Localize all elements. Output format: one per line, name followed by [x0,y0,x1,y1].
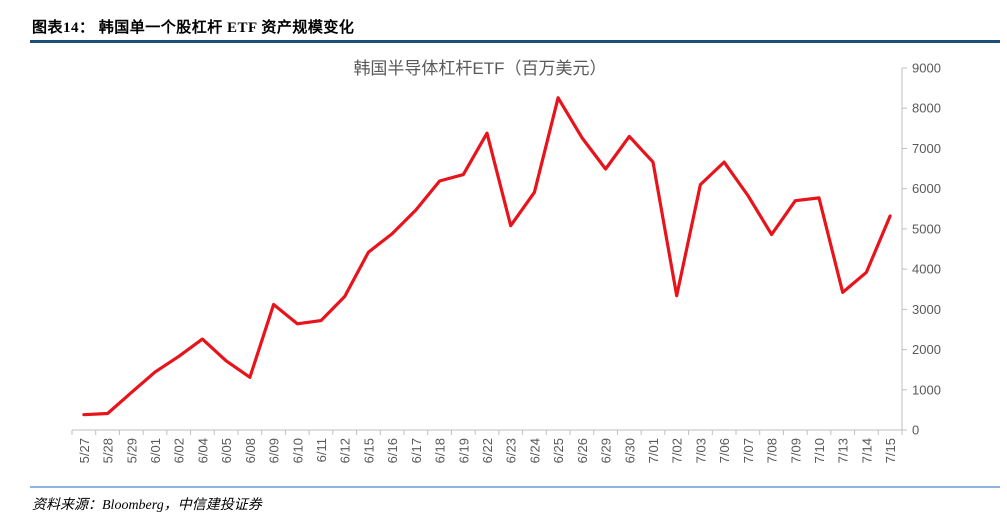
y-tick-label: 1000 [912,382,941,397]
x-tick-label: 6/30 [622,438,637,463]
data-point [343,295,346,298]
x-tick-label: 7/06 [717,438,732,463]
header-rule [30,40,1000,43]
y-tick-label: 9000 [912,61,941,76]
y-tick-label: 8000 [912,101,941,116]
x-tick-label: 6/25 [551,438,566,463]
x-tick-label: 6/24 [527,438,542,463]
x-tick-label: 6/29 [599,438,614,463]
data-point [154,371,157,374]
x-tick-label: 6/16 [385,438,400,463]
x-tick-label: 6/19 [456,438,471,463]
x-tick-label: 7/01 [646,438,661,463]
data-point [794,199,797,202]
data-point [367,251,370,254]
x-tick-label: 5/28 [101,438,116,463]
figure-caption: 图表14： 韩国单一个股杠杆 ETF 资产规模变化 [32,20,355,36]
data-point [557,96,560,99]
x-tick-label: 6/12 [338,438,353,463]
data-point [82,413,85,416]
data-point [841,291,844,294]
data-point [675,294,678,297]
data-point [746,194,749,197]
y-tick-label: 2000 [912,342,941,357]
data-point [296,322,299,325]
y-tick-label: 6000 [912,181,941,196]
data-point [533,191,536,194]
x-tick-label: 6/18 [433,438,448,463]
x-tick-label: 5/27 [77,438,92,463]
data-point [201,338,204,341]
data-point [604,167,607,170]
x-tick-label: 6/23 [504,438,519,463]
x-tick-label: 5/29 [124,438,139,463]
data-point [699,183,702,186]
x-tick-label: 6/15 [361,438,376,463]
y-tick-label: 4000 [912,262,941,277]
x-tick-label: 6/08 [243,438,258,463]
x-tick-label: 7/07 [741,438,756,463]
x-tick-label: 6/02 [172,438,187,463]
data-point [723,161,726,164]
chart-title: 韩国半导体杠杆ETF（百万美元） [353,59,607,78]
series-line [82,96,892,417]
data-point [130,391,133,394]
x-tick-label: 7/08 [765,438,780,463]
data-point [509,224,512,227]
data-point [225,359,228,362]
data-point [320,319,323,322]
source-note: 资料来源：Bloomberg，中信建投证券 [32,498,262,513]
x-tick-label: 6/26 [575,438,590,463]
x-tick-label: 6/05 [219,438,234,463]
data-point [770,233,773,236]
x-tick-label: 6/10 [290,438,305,463]
x-tick-label: 7/13 [836,438,851,463]
x-tick-label: 6/22 [480,438,495,463]
data-point [865,271,868,274]
y-tick-label: 0 [912,423,919,438]
data-point [462,173,465,176]
data-point [889,215,892,218]
x-tick-label: 7/10 [812,438,827,463]
data-point [580,136,583,139]
x-tick-label: 7/15 [883,438,898,463]
x-tick-label: 7/03 [693,438,708,463]
x-tick-label: 6/01 [148,438,163,463]
data-point [177,355,180,358]
data-point [391,232,394,235]
data-point [414,208,417,211]
x-tick-label: 6/11 [314,438,329,462]
data-point [628,135,631,138]
data-point [818,196,821,199]
y-tick-label: 7000 [912,141,941,156]
footer-rule [30,486,1000,488]
data-point [248,376,251,379]
data-point [486,132,489,135]
data-point [438,180,441,183]
x-tick-label: 6/17 [409,438,424,463]
y-tick-label: 5000 [912,221,941,236]
data-point [652,161,655,164]
x-tick-label: 7/14 [859,438,874,463]
x-tick-label: 6/04 [195,438,210,463]
data-point [272,303,275,306]
y-tick-label: 3000 [912,302,941,317]
x-tick-label: 7/02 [670,438,685,463]
x-tick-label: 6/09 [267,438,282,463]
x-tick-label: 7/09 [788,438,803,463]
data-point [106,412,109,415]
